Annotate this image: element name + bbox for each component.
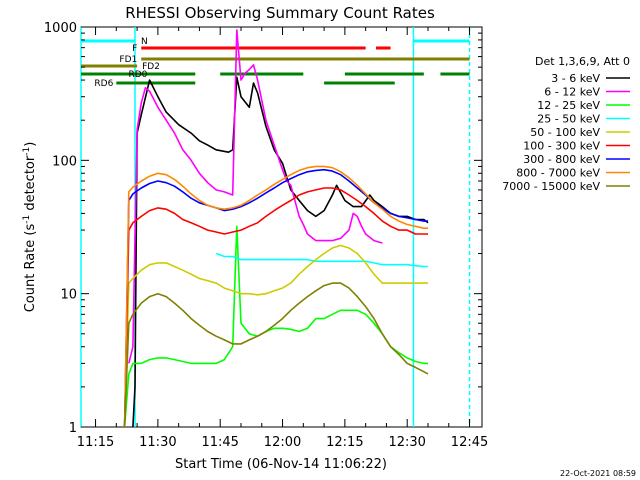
y-tick-label-2: 100 <box>52 154 77 169</box>
status-bar-5-0 <box>220 72 304 76</box>
legend-label-7: 800 - 7000 keV <box>516 167 600 180</box>
legend-label-3: 25 - 50 keV <box>537 113 600 126</box>
series-line-6 <box>123 168 428 428</box>
status-bar-label-3: FD2 <box>142 62 160 72</box>
y-axis: 1 10 100 1000 <box>44 21 482 436</box>
legend-label-8: 7000 - 15000 keV <box>502 180 600 193</box>
legend-label-6: 300 - 800 keV <box>523 153 600 166</box>
footer-timestamp: 22-Oct-2021 08:59 <box>560 469 636 478</box>
marker-lines <box>80 27 471 427</box>
x-tick-label-3: 12:00 <box>264 435 301 450</box>
status-bar-1-1 <box>376 46 391 50</box>
series-line-0 <box>132 76 429 428</box>
x-axis: 11:15 11:30 11:45 12:00 12:15 12:30 12:45 <box>77 27 488 450</box>
legend-header: Det 1,3,6,9, Att 0 <box>535 55 630 68</box>
series-line-3 <box>215 252 428 268</box>
x-tick-label-0: 11:15 <box>77 435 114 450</box>
legend-label-2: 12 - 25 keV <box>537 99 600 112</box>
x-tick-label-1: 11:30 <box>139 435 176 450</box>
status-bar-label-4: RD0 <box>128 70 147 80</box>
y-axis-label: Count Rate (s-1 detector-1) <box>22 142 38 313</box>
status-bar-0-1 <box>413 39 470 43</box>
series-line-7 <box>123 165 428 428</box>
status-bar-6-0 <box>116 81 196 85</box>
x-tick-label-4: 12:15 <box>326 435 363 450</box>
status-bar-0-0 <box>81 39 136 43</box>
series-line-2 <box>123 225 428 428</box>
status-bar-3-0 <box>81 64 138 68</box>
status-bar-2-0 <box>141 57 470 61</box>
series-line-8 <box>123 282 429 428</box>
series-line-5 <box>123 187 428 428</box>
legend-label-0: 3 - 6 keV <box>551 72 600 85</box>
x-tick-label-2: 11:45 <box>201 435 238 450</box>
legend-label-5: 100 - 300 keV <box>523 140 600 153</box>
status-bar-label-0: N <box>141 37 148 47</box>
status-bar-4-0 <box>81 72 196 76</box>
status-bar-1-0 <box>141 46 366 50</box>
series-line-1 <box>128 29 383 364</box>
series-line-4 <box>123 244 428 428</box>
x-tick-label-5: 12:30 <box>388 435 425 450</box>
y-tick-label-0: 1 <box>69 421 77 436</box>
x-axis-label: Start Time (06-Nov-14 11:06:22) <box>175 457 387 472</box>
y-tick-label-1: 10 <box>60 288 77 303</box>
status-bar-label-6: RD6 <box>94 79 113 89</box>
x-tick-label-6: 12:45 <box>451 435 488 450</box>
chart-title: RHESSI Observing Summary Count Rates <box>125 4 435 22</box>
y-tick-label-3: 1000 <box>44 21 77 36</box>
status-bar-label-1: F <box>132 44 137 54</box>
status-bar-5-2 <box>440 72 470 76</box>
status-bar-7-0 <box>324 81 395 85</box>
status-bar-5-1 <box>344 72 424 76</box>
legend-label-1: 6 - 12 keV <box>544 86 600 99</box>
legend-label-4: 50 - 100 keV <box>530 126 600 139</box>
status-bar-label-2: FD1 <box>119 55 137 65</box>
series-lines <box>123 29 429 428</box>
